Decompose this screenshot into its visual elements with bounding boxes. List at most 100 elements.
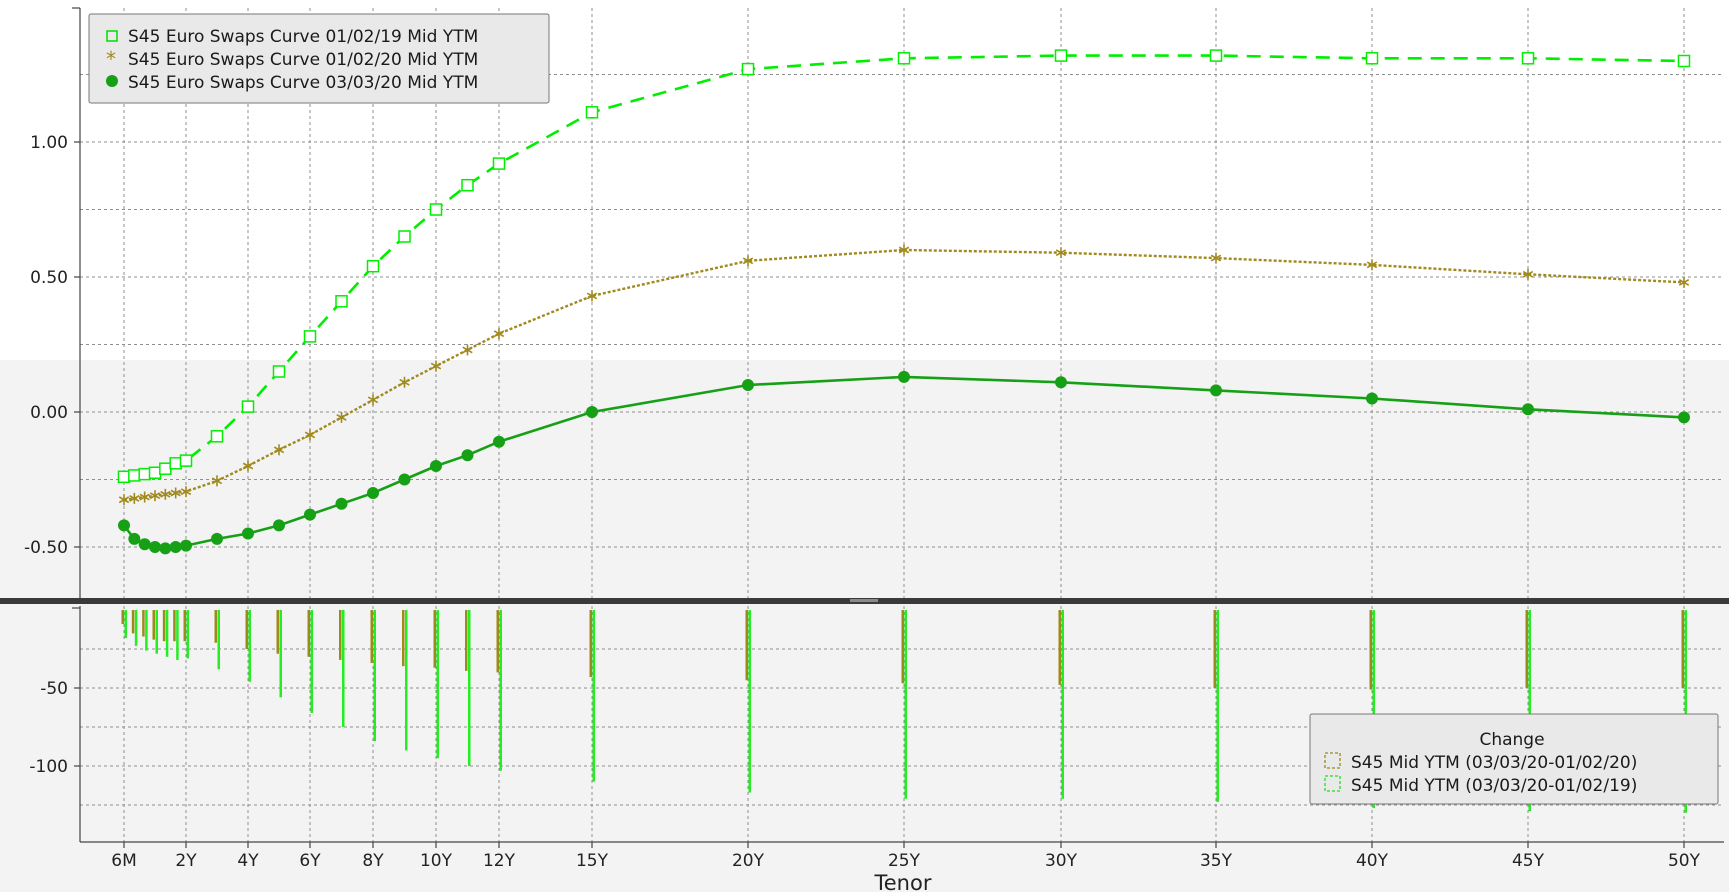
bar-change-2019	[904, 610, 907, 799]
bar-change-2020	[339, 610, 342, 660]
lower-y-axis: -50 -100	[29, 606, 81, 842]
data-point-circle	[169, 541, 182, 553]
data-point-circle	[1055, 376, 1067, 389]
asterisk-stroke	[1678, 278, 1690, 286]
asterisk-stroke	[1522, 270, 1534, 278]
data-point-asterisk	[1366, 259, 1378, 271]
legend-item-2019[interactable]: S45 Euro Swaps Curve 01/02/19 Mid YTM	[106, 27, 478, 47]
legend-label-2020-jan: S45 Euro Swaps Curve 01/02/20 Mid YTM	[128, 50, 478, 70]
x-tick-label: 12Y	[483, 851, 516, 871]
bar-change-2019	[592, 610, 595, 782]
x-tick-label: 50Y	[1668, 851, 1701, 871]
upper-y-tick-label: 0.00	[30, 403, 68, 423]
data-point-square	[128, 469, 141, 482]
data-point-asterisk	[149, 490, 161, 502]
x-tick-label: 10Y	[420, 851, 453, 871]
data-point-asterisk	[1678, 276, 1690, 288]
data-point-circle	[149, 541, 161, 553]
legend-item-change-2019[interactable]: S45 Mid YTM (03/03/20-01/02/19)	[1324, 775, 1637, 796]
asterisk-stroke	[273, 446, 285, 454]
data-point-square	[461, 178, 474, 192]
asterisk-stroke	[367, 396, 379, 404]
x-tick-label: 35Y	[1200, 851, 1233, 871]
legend-item-2020-jan[interactable]: * S45 Euro Swaps Curve 01/02/20 Mid YTM	[106, 47, 478, 71]
asterisk-marker-icon: *	[106, 47, 116, 71]
data-point-circle	[1366, 392, 1378, 405]
bar-change-2020	[370, 610, 373, 664]
x-axis: 6M 2Y 4Y 6Y 8Y 10Y 12Y 15Y 20Y 25Y 30Y 35Y 40Y 45Y 50Y	[80, 841, 1724, 871]
bar-change-2019	[373, 610, 376, 742]
bar-change-2020	[131, 610, 135, 634]
bar-change-2020	[1681, 610, 1684, 688]
asterisk-stroke	[336, 413, 347, 421]
data-point-asterisk	[430, 360, 442, 372]
bar-change-2019	[1372, 610, 1375, 809]
asterisk-stroke	[742, 257, 754, 265]
data-point-square	[148, 466, 162, 479]
bar-change-2019	[310, 610, 313, 713]
change-legend[interactable]: Change S45 Mid YTM (03/03/20-01/02/20) S…	[1309, 713, 1719, 805]
data-point-square	[138, 467, 151, 481]
upper-legend[interactable]: S45 Euro Swaps Curve 01/02/19 Mid YTM * …	[88, 13, 550, 104]
x-tick-label: 15Y	[576, 851, 609, 871]
data-point-square	[179, 454, 193, 467]
upper-y-tick-label: 1.00	[30, 133, 68, 153]
bar-change-2019	[134, 610, 138, 646]
data-point-square	[398, 230, 411, 243]
data-point-circle	[128, 532, 141, 545]
bar-change-2019	[748, 610, 751, 793]
bar-change-2020	[496, 610, 499, 673]
data-point-circle	[398, 473, 411, 486]
data-point-asterisk	[462, 344, 473, 356]
bar-change-2019	[248, 610, 251, 682]
legend-label-2020-mar: S45 Euro Swaps Curve 03/03/20 Mid YTM	[128, 73, 478, 93]
legend-item-change-2020[interactable]: S45 Mid YTM (03/03/20-01/02/20)	[1324, 752, 1637, 773]
data-point-asterisk	[1210, 252, 1222, 264]
upper-y-tick-label: -0.50	[24, 538, 68, 558]
asterisk-stroke	[170, 489, 181, 497]
x-tick-label: 20Y	[732, 851, 765, 871]
data-point-asterisk	[129, 492, 140, 504]
data-point-asterisk	[742, 255, 754, 267]
data-point-square	[585, 106, 599, 119]
asterisk-stroke	[1210, 254, 1222, 262]
data-point-circle	[273, 519, 285, 532]
legend-item-2020-mar[interactable]: S45 Euro Swaps Curve 03/03/20 Mid YTM	[106, 73, 478, 93]
data-point-circle	[461, 449, 474, 462]
data-point-asterisk	[586, 290, 598, 302]
asterisk-stroke	[462, 346, 473, 354]
data-point-circle	[159, 542, 172, 555]
data-point-circle	[742, 379, 754, 391]
asterisk-stroke	[493, 330, 505, 338]
bar-change-2019	[279, 610, 282, 698]
bar-change-2019	[499, 610, 502, 771]
data-point-circle	[118, 519, 130, 532]
data-point-circle	[430, 460, 442, 472]
x-tick-label: 8Y	[362, 851, 384, 871]
legend-label-change-2020: S45 Mid YTM (03/03/20-01/02/20)	[1351, 753, 1637, 773]
asterisk-stroke	[242, 462, 254, 470]
x-tick-label: 30Y	[1045, 851, 1078, 871]
data-point-square	[272, 365, 286, 378]
bar-change-2020	[245, 610, 248, 649]
bar-change-2020	[745, 610, 748, 681]
data-point-square	[1521, 52, 1535, 65]
x-tick-label: 6Y	[299, 851, 321, 871]
data-point-square	[169, 457, 182, 470]
upper-gridlines	[80, 8, 1724, 598]
bar-change-2019	[436, 610, 439, 759]
data-point-circle	[1210, 384, 1222, 397]
data-point-circle	[1678, 411, 1690, 424]
x-tick-label: 25Y	[888, 851, 921, 871]
asterisk-stroke	[129, 494, 140, 502]
x-tick-label: 6M	[111, 851, 136, 871]
data-point-asterisk	[304, 429, 316, 441]
bar-change-2020	[214, 610, 217, 643]
divider-drag-handle[interactable]	[850, 599, 878, 602]
lower-y-tick-label: -50	[40, 679, 68, 699]
asterisk-stroke	[898, 246, 910, 254]
bar-change-2019	[176, 610, 179, 660]
data-point-circle	[493, 435, 505, 448]
bar-change-2019	[342, 610, 345, 727]
